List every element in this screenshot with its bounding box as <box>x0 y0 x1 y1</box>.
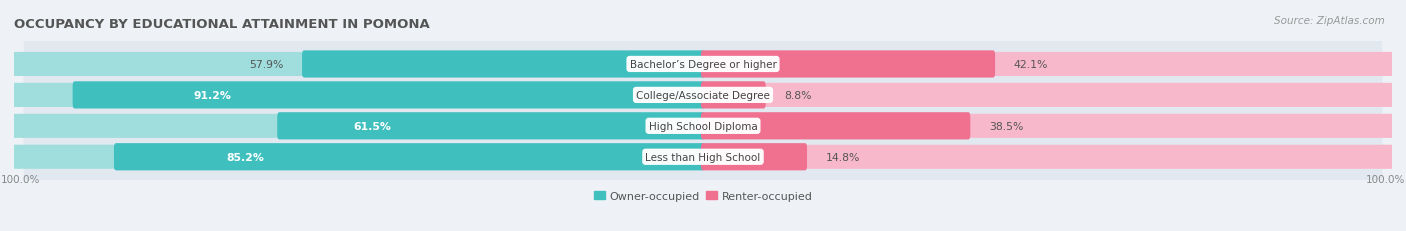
FancyBboxPatch shape <box>73 82 704 109</box>
Text: 61.5%: 61.5% <box>353 121 391 131</box>
FancyBboxPatch shape <box>24 129 1382 185</box>
Text: Source: ZipAtlas.com: Source: ZipAtlas.com <box>1274 16 1385 26</box>
FancyBboxPatch shape <box>702 143 807 171</box>
Text: 8.8%: 8.8% <box>785 91 811 100</box>
Legend: Owner-occupied, Renter-occupied: Owner-occupied, Renter-occupied <box>589 186 817 205</box>
Text: College/Associate Degree: College/Associate Degree <box>636 91 770 100</box>
FancyBboxPatch shape <box>702 51 995 78</box>
FancyBboxPatch shape <box>13 83 704 107</box>
FancyBboxPatch shape <box>702 53 1393 77</box>
FancyBboxPatch shape <box>24 67 1382 124</box>
Text: 91.2%: 91.2% <box>194 91 232 100</box>
FancyBboxPatch shape <box>702 82 766 109</box>
Text: 100.0%: 100.0% <box>1 174 41 184</box>
Text: 85.2%: 85.2% <box>226 152 264 162</box>
FancyBboxPatch shape <box>24 37 1382 93</box>
FancyBboxPatch shape <box>702 114 1393 138</box>
FancyBboxPatch shape <box>302 51 704 78</box>
Text: Bachelor’s Degree or higher: Bachelor’s Degree or higher <box>630 60 776 70</box>
Text: 42.1%: 42.1% <box>1014 60 1047 70</box>
FancyBboxPatch shape <box>24 98 1382 154</box>
FancyBboxPatch shape <box>114 143 704 171</box>
Text: Less than High School: Less than High School <box>645 152 761 162</box>
Text: 38.5%: 38.5% <box>988 121 1024 131</box>
FancyBboxPatch shape <box>702 145 1393 169</box>
Text: High School Diploma: High School Diploma <box>648 121 758 131</box>
FancyBboxPatch shape <box>13 114 704 138</box>
FancyBboxPatch shape <box>277 113 704 140</box>
FancyBboxPatch shape <box>702 83 1393 107</box>
FancyBboxPatch shape <box>13 53 704 77</box>
Text: OCCUPANCY BY EDUCATIONAL ATTAINMENT IN POMONA: OCCUPANCY BY EDUCATIONAL ATTAINMENT IN P… <box>14 18 430 30</box>
Text: 14.8%: 14.8% <box>825 152 860 162</box>
Text: 57.9%: 57.9% <box>249 60 284 70</box>
FancyBboxPatch shape <box>13 145 704 169</box>
FancyBboxPatch shape <box>702 113 970 140</box>
Text: 100.0%: 100.0% <box>1365 174 1405 184</box>
